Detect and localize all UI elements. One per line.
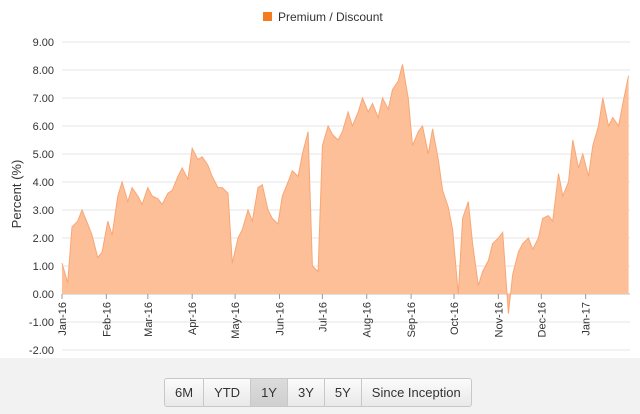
premium-discount-line (61, 64, 630, 314)
chart-svg: Premium / Discount Percent (%) 9.00 8.00 7… (9, 10, 630, 357)
y-tick-label: 5.00 (33, 149, 54, 161)
range-button-1y[interactable]: 1Y (251, 379, 288, 406)
range-button-ytd[interactable]: YTD (204, 379, 252, 406)
x-tick-label: Aug-16 (362, 302, 374, 337)
plot-area (61, 64, 630, 314)
x-tick-label: Mar-16 (143, 302, 155, 337)
y-tick-label: 9.00 (33, 37, 54, 49)
legend-label: Premium / Discount (278, 10, 383, 24)
y-tick-label: 0.00 (33, 289, 54, 301)
range-button-since-inception[interactable]: Since Inception (371, 385, 461, 400)
y-tick-label: 7.00 (33, 93, 54, 105)
legend-swatch (263, 12, 272, 21)
x-tick-label: Nov-16 (493, 302, 505, 337)
y-tick-label: -2.00 (29, 345, 54, 357)
x-axis: Jan-16 Feb-16 Mar-16 Apr-16 May-16 Jun-16 Jul-… (57, 294, 593, 339)
range-button-6m[interactable]: 6M (165, 379, 205, 406)
y-axis: 9.00 8.00 7.00 6.00 5.00 4.00 3.00 2.00 1.00 0.00… (29, 37, 54, 357)
x-tick-label: Sep-16 (406, 302, 418, 337)
legend[interactable]: Premium / Discount (263, 10, 383, 24)
y-axis-label: Percent (%) (9, 160, 24, 229)
x-tick-label: Feb-16 (101, 302, 113, 337)
range-selector-bar: 6M YTD 1Y 3Y 5Y Since Inception (0, 358, 640, 414)
x-tick-label: Jan-17 (581, 302, 593, 336)
premium-discount-area (62, 64, 629, 314)
x-tick-label: May-16 (230, 302, 242, 339)
y-tick-label: 2.00 (33, 233, 54, 245)
range-selector: 6M YTD 1Y 3Y 5Y Since Inception (164, 378, 472, 407)
y-tick-label: 1.00 (33, 261, 54, 273)
x-tick-label: Apr-16 (187, 302, 199, 335)
x-tick-label: Jun-16 (274, 302, 286, 336)
range-button-3y[interactable]: 3Y (288, 379, 325, 406)
x-tick-label: Oct-16 (449, 302, 461, 335)
x-tick-label: Jan-16 (57, 302, 69, 336)
y-tick-label: 6.00 (33, 121, 54, 133)
x-tick-label: Dec-16 (536, 302, 548, 337)
premium-discount-chart: Premium / Discount Percent (%) 9.00 8.00 7… (9, 10, 630, 357)
y-tick-label: 8.00 (33, 65, 54, 77)
range-button-5y[interactable]: 5Y (325, 379, 362, 406)
y-tick-label: 4.00 (33, 177, 54, 189)
x-tick-label: Jul-16 (317, 302, 329, 332)
y-tick-label: -1.00 (29, 317, 54, 329)
y-tick-label: 3.00 (33, 205, 54, 217)
